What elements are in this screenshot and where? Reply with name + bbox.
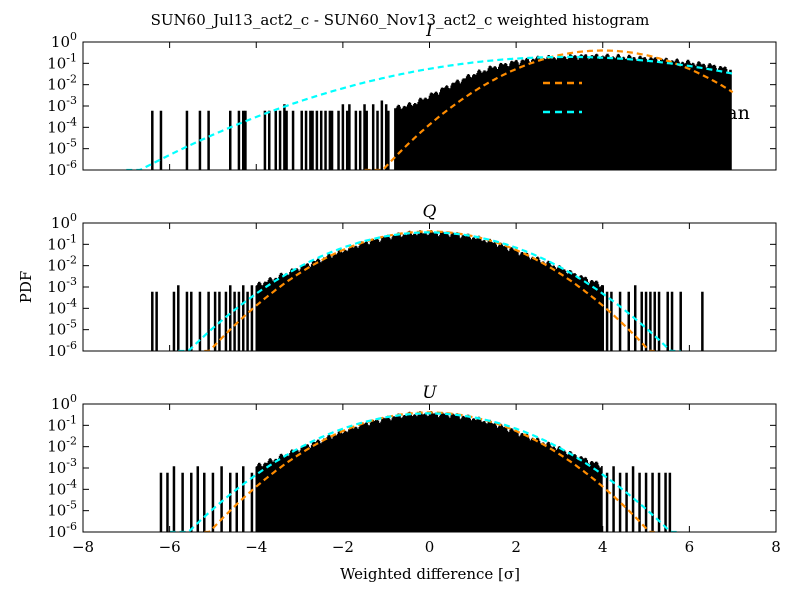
- y-tick-label: 10-3: [47, 94, 77, 115]
- y-tick-label: 100: [51, 211, 77, 232]
- y-tick-label: 10-4: [47, 477, 77, 498]
- y-tick-label: 100: [51, 30, 77, 51]
- y-tick-label: 10-3: [47, 275, 77, 296]
- y-tick-label: 10-5: [47, 137, 77, 158]
- y-tick-label: 10-6: [47, 520, 77, 541]
- panel-title: U: [422, 383, 437, 403]
- fitted-gaussian-curve: [178, 231, 681, 351]
- x-tick-label: 4: [598, 538, 608, 556]
- legend-label: Fitted Gaussian: [598, 102, 750, 124]
- legend-label: Data: [598, 131, 644, 153]
- plot-area: [126, 49, 734, 170]
- panel-title: Q: [423, 202, 437, 222]
- y-tick-label: 10-1: [47, 232, 77, 253]
- y-tick-label: 10-1: [47, 51, 77, 72]
- data-histogram-bulk: [255, 411, 603, 532]
- y-tick-label: 10-2: [47, 254, 77, 275]
- y-tick-label: 10-1: [47, 413, 77, 434]
- panel-title: I: [425, 21, 433, 41]
- y-tick-label: 10-2: [47, 73, 77, 94]
- fitted-gaussian-curve: [169, 412, 681, 532]
- y-tick-label: 10-6: [47, 339, 77, 360]
- x-tick-label: −4: [245, 538, 267, 556]
- x-tick-label: 0: [425, 538, 435, 556]
- y-tick-label: 10-6: [47, 158, 77, 179]
- y-tick-label: 10-4: [47, 296, 77, 317]
- legend: White noise Fitted Gaussian Data: [541, 73, 750, 153]
- fitted-gaussian-curve: [126, 55, 733, 170]
- x-tick-label: −6: [159, 538, 181, 556]
- y-tick-label: 100: [51, 392, 77, 413]
- legend-label: White noise: [598, 73, 712, 95]
- plot-area: [151, 230, 704, 351]
- y-tick-label: 10-4: [47, 115, 77, 136]
- x-tick-label: 6: [685, 538, 695, 556]
- y-tick-label: 10-5: [47, 499, 77, 520]
- plot-area: [159, 411, 681, 532]
- y-tick-label: 10-2: [47, 435, 77, 456]
- x-tick-label: −2: [332, 538, 354, 556]
- x-tick-label: 8: [771, 538, 781, 556]
- figure-title: SUN60_Jul13_act2_c - SUN60_Nov13_act2_c …: [151, 11, 650, 29]
- x-tick-label: 2: [511, 538, 521, 556]
- panels-group: I10010-110-210-310-410-510-6Q10010-110-2…: [47, 21, 781, 556]
- y-tick-label: 10-3: [47, 456, 77, 477]
- data-histogram-bulk: [255, 230, 603, 351]
- y-axis-label: PDF: [17, 271, 35, 304]
- x-axis-label: Weighted difference [σ]: [340, 565, 520, 583]
- legend-swatch-data: [541, 132, 584, 150]
- x-tick-label: −8: [72, 538, 94, 556]
- y-tick-label: 10-5: [47, 318, 77, 339]
